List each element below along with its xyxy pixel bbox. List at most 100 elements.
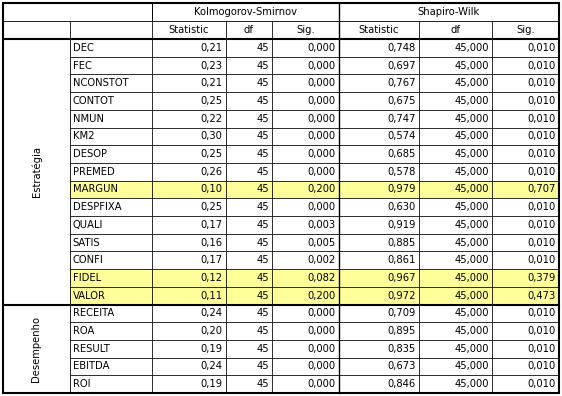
Bar	[419, 234, 492, 251]
Text: SATIS: SATIS	[72, 238, 100, 248]
Bar	[273, 39, 339, 57]
Text: 0,25: 0,25	[201, 149, 223, 159]
Bar	[273, 340, 339, 358]
Bar	[419, 145, 492, 163]
Text: DESOP: DESOP	[72, 149, 107, 159]
Text: 45,000: 45,000	[455, 291, 490, 301]
Text: 0,21: 0,21	[201, 78, 223, 88]
Text: 45: 45	[257, 273, 269, 283]
Text: 0,24: 0,24	[201, 308, 223, 318]
Bar	[70, 198, 152, 216]
Bar	[152, 21, 226, 39]
Bar	[339, 269, 419, 287]
Bar	[419, 305, 492, 322]
Bar	[226, 39, 273, 57]
Bar	[70, 145, 152, 163]
Text: 0,010: 0,010	[528, 308, 556, 318]
Text: 45: 45	[257, 238, 269, 248]
Text: FEC: FEC	[72, 61, 92, 70]
Text: 0,12: 0,12	[201, 273, 223, 283]
Text: 0,010: 0,010	[528, 344, 556, 354]
Text: 45,000: 45,000	[455, 326, 490, 336]
Text: 0,082: 0,082	[308, 273, 336, 283]
Bar	[70, 340, 152, 358]
Text: 0,000: 0,000	[308, 308, 336, 318]
Text: 0,630: 0,630	[388, 202, 416, 212]
Text: 0,20: 0,20	[201, 326, 223, 336]
Text: 0,000: 0,000	[308, 78, 336, 88]
Text: 0,010: 0,010	[528, 149, 556, 159]
Bar	[226, 21, 273, 39]
Bar	[70, 269, 152, 287]
Bar	[3, 21, 70, 39]
Bar	[419, 358, 492, 375]
Bar	[3, 39, 70, 305]
Text: 0,000: 0,000	[308, 131, 336, 141]
Text: MARGUN: MARGUN	[72, 185, 117, 194]
Text: Statistic: Statistic	[169, 25, 209, 35]
Bar	[152, 74, 226, 92]
Bar	[492, 92, 559, 110]
Text: 0,002: 0,002	[308, 255, 336, 265]
Bar	[226, 269, 273, 287]
Bar	[419, 74, 492, 92]
Bar	[152, 163, 226, 181]
Text: 0,24: 0,24	[201, 362, 223, 371]
Text: 0,861: 0,861	[388, 255, 416, 265]
Text: 0,000: 0,000	[308, 96, 336, 106]
Bar	[419, 251, 492, 269]
Bar	[226, 198, 273, 216]
Text: 0,010: 0,010	[528, 114, 556, 124]
Text: CONTOT: CONTOT	[72, 96, 115, 106]
Text: 45: 45	[257, 202, 269, 212]
Bar	[419, 21, 492, 39]
Bar	[273, 57, 339, 74]
Bar	[419, 216, 492, 234]
Bar	[70, 92, 152, 110]
Text: 0,21: 0,21	[201, 43, 223, 53]
Bar	[70, 110, 152, 128]
Bar	[273, 92, 339, 110]
Text: 45,000: 45,000	[455, 185, 490, 194]
Bar	[226, 216, 273, 234]
Text: NMUN: NMUN	[72, 114, 103, 124]
Text: 45,000: 45,000	[455, 255, 490, 265]
Text: ROA: ROA	[72, 326, 94, 336]
Bar	[339, 57, 419, 74]
Text: KM2: KM2	[72, 131, 94, 141]
Text: 0,000: 0,000	[308, 326, 336, 336]
Text: 0,17: 0,17	[201, 255, 223, 265]
Text: RESULT: RESULT	[72, 344, 110, 354]
Text: 45,000: 45,000	[455, 131, 490, 141]
Text: NCONSTOT: NCONSTOT	[72, 78, 128, 88]
Bar	[492, 234, 559, 251]
Text: 0,010: 0,010	[528, 96, 556, 106]
Text: df: df	[451, 25, 461, 35]
Bar	[70, 181, 152, 198]
Text: 45,000: 45,000	[455, 273, 490, 283]
Bar	[492, 128, 559, 145]
Bar	[226, 92, 273, 110]
Text: 45: 45	[257, 308, 269, 318]
Bar	[152, 305, 226, 322]
Bar	[273, 163, 339, 181]
Bar	[226, 234, 273, 251]
Bar	[152, 92, 226, 110]
Bar	[226, 163, 273, 181]
Text: 0,979: 0,979	[388, 185, 416, 194]
Bar	[70, 305, 152, 322]
Bar	[3, 3, 152, 21]
Bar	[419, 287, 492, 305]
Text: 0,685: 0,685	[388, 149, 416, 159]
Text: 45,000: 45,000	[455, 220, 490, 230]
Text: 45: 45	[257, 96, 269, 106]
Bar	[70, 21, 152, 39]
Text: 0,000: 0,000	[308, 43, 336, 53]
Text: 0,010: 0,010	[528, 326, 556, 336]
Bar	[226, 251, 273, 269]
Bar	[273, 128, 339, 145]
Text: 0,010: 0,010	[528, 78, 556, 88]
Bar	[70, 74, 152, 92]
Bar	[273, 110, 339, 128]
Bar	[152, 57, 226, 74]
